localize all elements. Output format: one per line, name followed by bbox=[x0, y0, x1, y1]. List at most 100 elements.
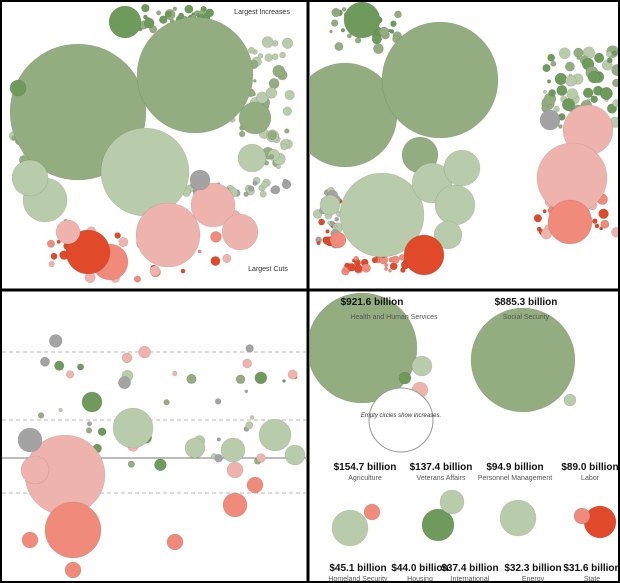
bubble bbox=[331, 19, 339, 27]
department-name: Social Security bbox=[503, 314, 550, 321]
bubble bbox=[37, 412, 45, 419]
bubble bbox=[576, 55, 581, 61]
bubble bbox=[216, 437, 221, 442]
bubble bbox=[270, 185, 281, 195]
bubble bbox=[248, 185, 255, 192]
bubble bbox=[184, 4, 194, 14]
bubble bbox=[384, 263, 389, 268]
bubble bbox=[470, 307, 576, 413]
note: Empty circles show increases. bbox=[361, 413, 441, 419]
bubble bbox=[127, 460, 135, 468]
bubble bbox=[256, 453, 266, 463]
bubble bbox=[310, 292, 418, 404]
bubble bbox=[433, 220, 463, 250]
bubble bbox=[611, 78, 618, 88]
bubble bbox=[331, 509, 369, 547]
amount: $137.4 billion bbox=[410, 462, 473, 473]
amount: $94.9 billion bbox=[486, 462, 543, 473]
bubble bbox=[400, 267, 406, 273]
panel-departments: Empty circles show increases. $921.6 bill… bbox=[310, 292, 618, 583]
bubble bbox=[172, 6, 178, 11]
bubble bbox=[334, 224, 338, 229]
bubble bbox=[56, 239, 61, 244]
bubble bbox=[214, 398, 222, 405]
bubble bbox=[226, 461, 244, 479]
bubble bbox=[135, 202, 201, 268]
bubble bbox=[261, 36, 274, 48]
bubble bbox=[391, 255, 400, 264]
bubble bbox=[9, 79, 27, 97]
amount: $32.3 billion bbox=[504, 563, 561, 574]
department-name: Personnel Management bbox=[478, 475, 552, 482]
bubble bbox=[598, 208, 609, 219]
department-name: Energy bbox=[522, 576, 545, 583]
bubble bbox=[443, 149, 481, 187]
bubble bbox=[138, 345, 151, 359]
bubble bbox=[554, 72, 567, 86]
bubble bbox=[65, 370, 75, 379]
panel-overview bbox=[8, 3, 295, 284]
bubble bbox=[46, 239, 56, 248]
panel-split bbox=[310, 2, 618, 276]
bubble bbox=[533, 214, 543, 223]
bubble bbox=[553, 105, 560, 113]
bubble bbox=[582, 87, 594, 99]
bubble bbox=[141, 3, 150, 13]
amount: $44.0 billion bbox=[391, 563, 448, 574]
department-name: Homeland Security bbox=[328, 576, 388, 583]
bubble bbox=[177, 12, 185, 19]
bubble bbox=[612, 99, 618, 108]
bubble bbox=[149, 265, 161, 277]
bubble bbox=[340, 28, 346, 33]
bubble bbox=[605, 50, 613, 58]
bubble bbox=[264, 53, 274, 62]
bubble bbox=[197, 249, 202, 254]
bubble bbox=[143, 14, 148, 20]
bubble bbox=[398, 371, 412, 385]
bubble bbox=[546, 79, 552, 84]
bubble bbox=[384, 266, 389, 272]
bubble bbox=[329, 29, 333, 34]
bubble bbox=[547, 199, 593, 245]
bubble bbox=[272, 64, 286, 78]
bubble bbox=[245, 344, 254, 353]
bubble bbox=[327, 220, 331, 225]
bubble bbox=[371, 34, 382, 45]
bubble bbox=[97, 427, 107, 437]
bubble bbox=[254, 371, 268, 385]
bubble bbox=[434, 184, 476, 226]
department-name: Housing bbox=[407, 576, 433, 583]
bubble bbox=[587, 70, 601, 84]
bubble bbox=[257, 53, 264, 59]
bubble bbox=[563, 393, 577, 407]
bubble bbox=[17, 427, 43, 453]
bubble bbox=[329, 231, 347, 249]
bubble bbox=[40, 356, 50, 367]
bubble bbox=[121, 352, 133, 364]
bubble bbox=[58, 407, 63, 413]
bubble bbox=[600, 219, 610, 229]
bubble bbox=[421, 508, 455, 542]
bubble bbox=[381, 21, 499, 139]
bubble bbox=[48, 334, 63, 348]
bubble bbox=[547, 53, 556, 62]
bubble bbox=[156, 10, 162, 16]
bubble bbox=[341, 6, 347, 12]
label: Largest Increases bbox=[234, 9, 290, 16]
bubble bbox=[371, 256, 379, 264]
bubble bbox=[133, 275, 142, 283]
bubble bbox=[599, 226, 604, 231]
bubble bbox=[346, 33, 352, 39]
bubble bbox=[373, 43, 384, 54]
amount: $154.7 billion bbox=[334, 462, 397, 473]
bubble bbox=[611, 64, 618, 77]
bubble bbox=[280, 143, 288, 151]
bubble bbox=[539, 109, 561, 131]
bubble bbox=[11, 159, 49, 197]
bubble bbox=[583, 505, 617, 539]
department-name: State bbox=[584, 576, 600, 583]
bubble bbox=[325, 229, 330, 234]
bubble bbox=[378, 26, 389, 37]
department-name: Veterans Affairs bbox=[417, 475, 466, 482]
bubble bbox=[281, 37, 294, 49]
